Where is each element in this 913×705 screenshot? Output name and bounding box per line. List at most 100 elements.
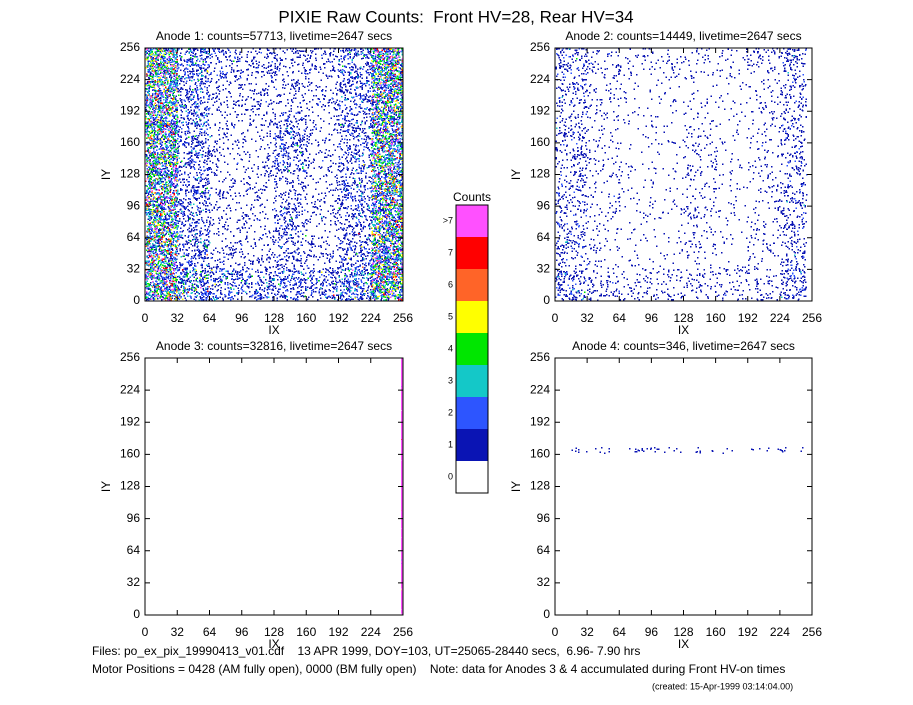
colorbar-box: [456, 301, 488, 333]
heat-cell: [372, 236, 403, 270]
heat-cell: [145, 110, 179, 136]
heat-cell: [684, 141, 718, 175]
heat-cell: [182, 285, 210, 295]
x-tick-label: 192: [738, 625, 758, 639]
heat-cell: [276, 241, 302, 262]
heat-cell: [684, 237, 717, 269]
heat-cell: [145, 111, 179, 142]
heat-cell: [761, 144, 763, 147]
heat-cell: [780, 141, 808, 175]
heat-cell: [651, 109, 684, 143]
heat-cell: [717, 204, 749, 236]
colorbar-box: [456, 461, 488, 493]
heat-cell: [684, 173, 717, 204]
y-tick-label: 32: [537, 262, 551, 276]
y-tick-label: 0: [543, 293, 550, 307]
heat-cell: [338, 78, 372, 111]
x-axis-label: IX: [268, 323, 279, 337]
heat-cell: [145, 268, 179, 301]
heat-cell: [145, 236, 179, 270]
colorbar-label: 5: [448, 311, 453, 321]
heat-cell: [177, 48, 211, 80]
heat-cell: [339, 204, 373, 238]
heat-cell: [321, 271, 323, 274]
y-tick-label: 0: [133, 607, 140, 621]
heat-cell: [283, 207, 291, 237]
x-tick-label: 0: [142, 625, 149, 639]
heat-cell: [371, 204, 403, 238]
colorbar-frame: [455, 204, 489, 494]
heat-cell: [587, 173, 621, 206]
panel-title: Anode 1: counts=57713, livetime=2647 sec…: [156, 29, 392, 43]
heat-cell: [338, 268, 373, 299]
y-axis-label: IY: [509, 481, 523, 492]
x-tick-label: 256: [802, 311, 822, 325]
heat-cell: [747, 236, 779, 270]
colorbar-label: 4: [448, 343, 453, 353]
heat-cell: [145, 268, 179, 300]
x-tick-label: 224: [770, 625, 790, 639]
heat-cell: [146, 78, 179, 110]
y-tick-label: 64: [127, 543, 141, 557]
heat-cell: [315, 127, 327, 140]
heat-cell: [355, 205, 371, 228]
heat-cell: [747, 110, 782, 143]
x-tick-label: 96: [235, 625, 249, 639]
heat-cell: [652, 268, 685, 301]
heat-cell: [362, 266, 364, 269]
y-tick-label: 32: [127, 262, 141, 276]
heat-cell: [242, 78, 275, 112]
figure-title: PIXIE Raw Counts: Front HV=28, Rear HV=3…: [278, 7, 633, 26]
heat-cell: [158, 50, 179, 75]
heat-cell: [146, 173, 178, 205]
heat-cell: [750, 206, 781, 237]
y-tick-label: 224: [120, 72, 140, 86]
heat-cell: [274, 236, 308, 270]
heat-cell: [338, 110, 373, 143]
colorbar-label: 0: [448, 471, 453, 481]
heat-cell: [747, 268, 782, 301]
heat-cell: [338, 207, 341, 209]
heat-cell: [555, 204, 588, 238]
heat-cell: [389, 237, 402, 269]
heat-cell: [333, 294, 335, 297]
heat-cell: [370, 236, 403, 270]
x-tick-label: 64: [613, 625, 627, 639]
heat-cell: [374, 173, 403, 206]
x-axis-label: IX: [678, 637, 689, 651]
x-axis-label: IX: [268, 637, 279, 651]
heat-cell: [339, 236, 372, 269]
heat-cell: [359, 182, 361, 185]
y-tick-label: 64: [127, 230, 141, 244]
y-tick-label: 192: [530, 103, 550, 117]
heat-cell: [338, 48, 372, 80]
heat-cell: [371, 109, 403, 142]
heat-cell: [584, 291, 586, 294]
x-tick-label: 160: [296, 625, 316, 639]
colorbar-label: 6: [448, 279, 453, 289]
heat-cell: [338, 141, 373, 175]
heat-cell: [178, 173, 211, 203]
x-tick-label: 160: [706, 625, 726, 639]
heat-cell: [363, 163, 365, 166]
heat-cell: [571, 446, 804, 455]
colorbar-box: [456, 205, 488, 237]
heat-cell: [684, 268, 717, 300]
x-tick-label: 128: [264, 311, 284, 325]
heat-cell: [716, 81, 748, 111]
colorbar-title: Counts: [453, 190, 491, 204]
heat-cell: [274, 177, 302, 200]
heat-cell: [620, 204, 652, 236]
heat-cell: [233, 127, 235, 129]
heat-cell: [178, 78, 211, 111]
footer-created: (created: 15-Apr-1999 03:14:04.00): [652, 681, 793, 691]
heat-cell: [210, 48, 243, 79]
y-tick-label: 160: [530, 447, 550, 461]
heat-cell: [148, 114, 175, 141]
heat-cell: [177, 204, 211, 238]
x-axis-label: IX: [678, 323, 689, 337]
heat-cell: [206, 69, 209, 73]
heat-cell: [555, 236, 589, 268]
heat-cell: [587, 238, 621, 269]
